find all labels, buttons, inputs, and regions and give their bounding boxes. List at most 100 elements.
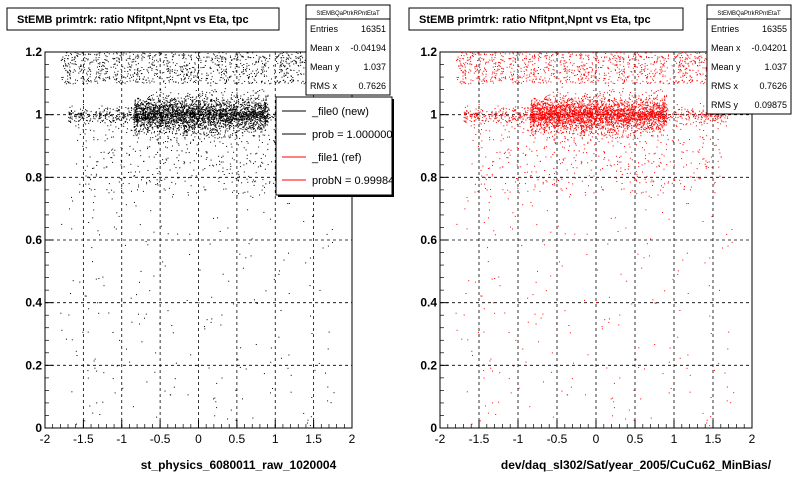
data-point xyxy=(206,152,208,154)
data-point xyxy=(163,72,165,74)
data-point xyxy=(204,100,206,102)
data-point xyxy=(119,178,121,179)
data-point xyxy=(212,128,214,130)
data-point xyxy=(176,100,178,102)
data-point xyxy=(130,112,132,113)
data-point xyxy=(146,121,148,123)
data-point xyxy=(265,118,267,120)
data-point xyxy=(149,82,151,84)
data-point xyxy=(193,76,195,78)
data-point xyxy=(229,127,231,128)
data-point xyxy=(259,113,261,115)
data-point xyxy=(140,109,142,111)
data-point xyxy=(239,117,241,119)
data-point xyxy=(238,121,240,123)
data-point xyxy=(140,115,142,117)
data-point xyxy=(137,133,138,135)
data-point xyxy=(215,101,217,103)
data-point xyxy=(176,139,178,141)
data-point xyxy=(184,77,186,79)
data-point xyxy=(213,100,215,101)
data-point xyxy=(112,161,114,163)
data-point xyxy=(146,124,147,125)
data-point xyxy=(183,161,185,163)
data-point xyxy=(197,80,199,82)
data-point xyxy=(230,108,231,110)
data-point xyxy=(211,110,213,112)
data-point xyxy=(187,64,189,66)
data-point xyxy=(273,140,275,142)
data-point xyxy=(256,112,258,114)
data-point xyxy=(164,86,166,88)
data-point xyxy=(281,59,283,61)
data-point xyxy=(247,128,249,129)
data-point xyxy=(220,126,222,128)
data-point xyxy=(197,120,199,122)
data-point xyxy=(133,121,135,123)
data-point xyxy=(229,62,231,64)
data-point xyxy=(226,128,228,130)
data-point xyxy=(253,131,255,133)
data-point xyxy=(102,119,104,121)
data-point xyxy=(183,105,185,107)
data-point xyxy=(235,108,237,110)
data-point xyxy=(268,80,269,82)
data-point xyxy=(246,113,247,114)
data-point xyxy=(185,110,187,112)
data-point xyxy=(144,116,146,118)
data-point xyxy=(265,105,267,107)
data-point xyxy=(192,99,194,101)
data-point xyxy=(208,106,210,108)
data-point xyxy=(168,107,170,109)
data-point xyxy=(118,117,120,119)
data-point xyxy=(245,114,247,116)
data-point xyxy=(183,82,184,84)
data-point xyxy=(246,103,248,105)
data-point xyxy=(233,113,235,115)
data-point xyxy=(203,101,205,103)
data-point xyxy=(145,106,147,108)
data-point xyxy=(153,102,155,103)
data-point xyxy=(130,66,132,68)
data-point xyxy=(138,130,140,131)
data-point xyxy=(167,109,169,111)
data-point xyxy=(230,66,232,68)
data-point xyxy=(242,121,244,123)
data-point xyxy=(291,60,293,62)
data-point xyxy=(116,107,118,109)
data-point xyxy=(300,58,301,60)
data-point xyxy=(176,108,178,110)
data-point xyxy=(289,80,291,82)
data-point xyxy=(194,99,196,100)
data-point xyxy=(83,122,85,124)
data-point xyxy=(276,80,278,82)
data-point xyxy=(175,120,177,122)
data-point xyxy=(209,67,211,69)
data-point xyxy=(99,63,101,65)
data-point xyxy=(151,111,153,112)
data-point xyxy=(203,132,205,134)
data-point xyxy=(249,68,250,70)
data-point xyxy=(264,106,266,108)
data-point xyxy=(215,91,217,93)
data-point xyxy=(243,118,245,120)
data-point xyxy=(201,110,202,112)
data-point xyxy=(163,81,164,83)
data-point xyxy=(100,114,101,116)
data-point xyxy=(284,65,286,67)
data-point xyxy=(158,107,160,109)
data-point xyxy=(112,108,114,110)
data-point xyxy=(189,119,191,121)
data-point xyxy=(247,98,249,100)
data-point xyxy=(159,122,161,124)
data-point xyxy=(128,110,130,112)
data-point xyxy=(291,81,293,83)
data-point xyxy=(134,104,136,106)
data-point xyxy=(93,136,95,138)
data-point xyxy=(235,53,237,55)
data-point xyxy=(205,127,207,129)
data-point xyxy=(278,55,279,57)
data-point xyxy=(282,63,284,65)
data-point xyxy=(167,116,169,118)
data-point xyxy=(148,102,150,104)
